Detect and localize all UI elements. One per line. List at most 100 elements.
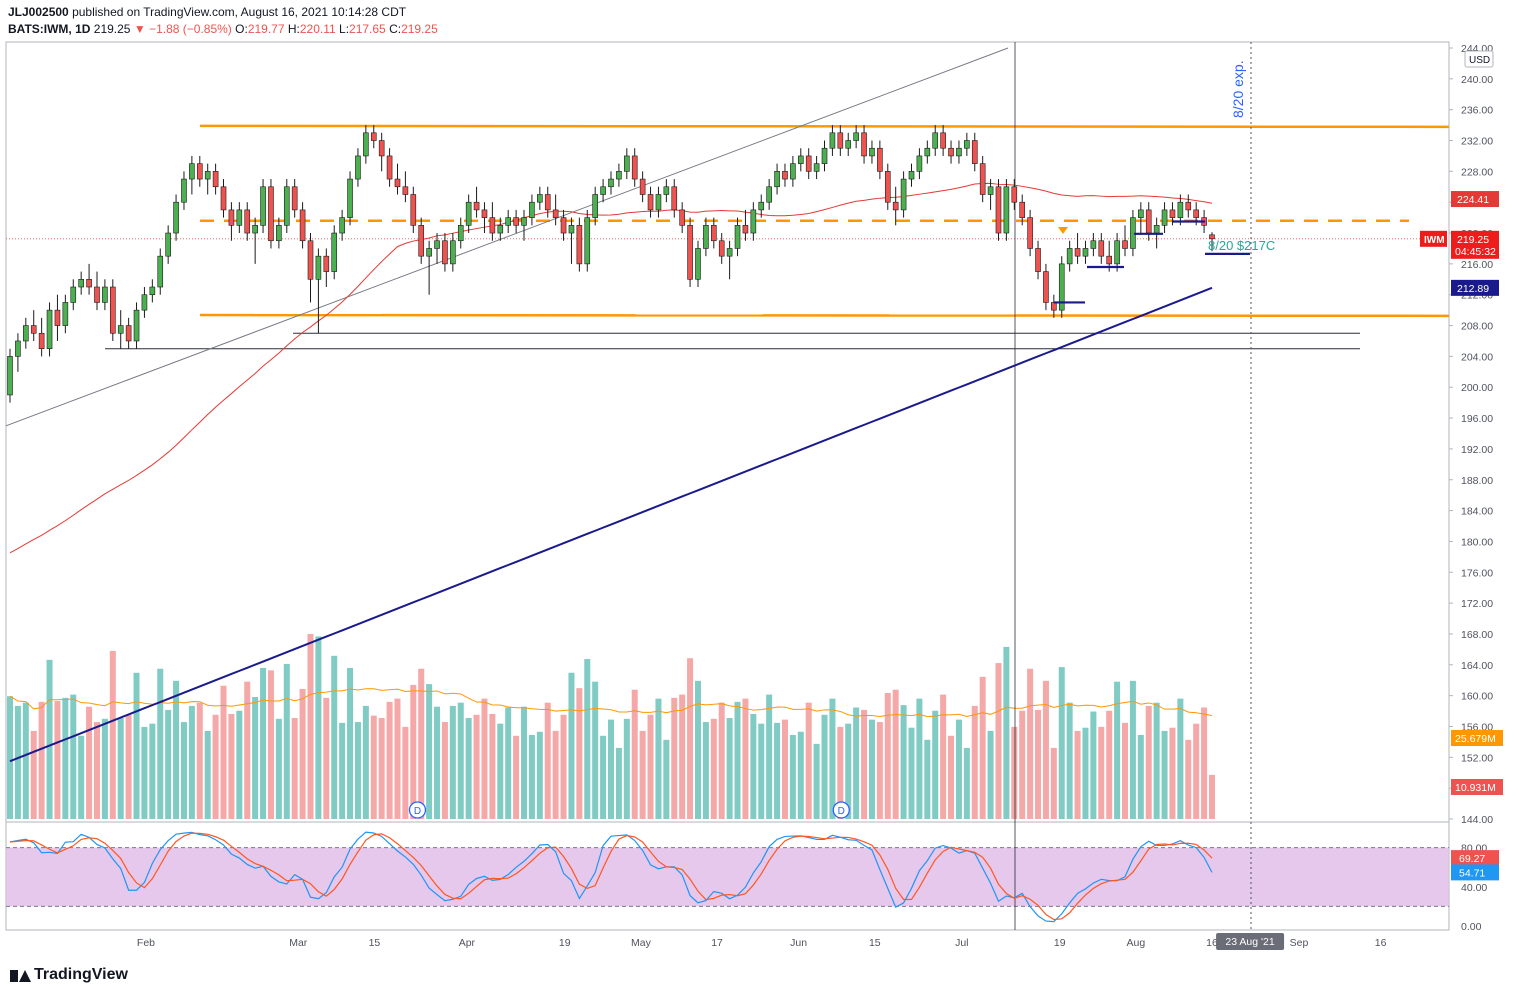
candle-body xyxy=(481,209,488,218)
candle-body xyxy=(576,225,583,265)
price-tick-label: 180.00 xyxy=(1461,536,1493,548)
volume-bar xyxy=(93,722,100,819)
candle-body xyxy=(1090,240,1097,249)
candle-body xyxy=(639,178,646,195)
volume-bar xyxy=(1042,680,1049,819)
candle-body xyxy=(54,309,61,326)
volume-bar xyxy=(560,714,567,819)
volume-bar xyxy=(109,650,116,819)
price-tick-label: 144.00 xyxy=(1461,814,1493,826)
volume-bar xyxy=(173,680,180,819)
volume-bar xyxy=(78,735,85,819)
volume-bar xyxy=(1153,702,1160,819)
volume-bar xyxy=(30,730,37,819)
candle-body xyxy=(624,155,630,172)
volume-bar xyxy=(971,705,978,819)
time-highlight-label: 23 Aug '21 xyxy=(1225,936,1274,948)
volume-bar xyxy=(1098,726,1105,819)
candle-body xyxy=(797,155,804,164)
candle-body xyxy=(671,186,678,211)
price-tick-label: 172.00 xyxy=(1461,598,1493,610)
volume-bar xyxy=(457,702,464,819)
candle-body xyxy=(102,286,108,303)
time-tick-label: Mar xyxy=(289,937,308,949)
candle-body xyxy=(821,147,828,164)
candle-body xyxy=(157,255,164,288)
volume-bar xyxy=(1003,646,1010,819)
candle-body xyxy=(552,209,559,218)
volume-bar xyxy=(38,701,45,819)
candle-body xyxy=(1043,271,1049,303)
volume-bar xyxy=(995,663,1002,819)
candle-body xyxy=(979,163,986,195)
volume-bar xyxy=(781,719,788,819)
volume-bar xyxy=(441,722,448,819)
volume-bar xyxy=(710,718,717,819)
volume-bar xyxy=(576,688,583,819)
candle-body xyxy=(782,171,788,180)
candle-body xyxy=(1098,240,1105,257)
volume-bar xyxy=(1050,747,1057,819)
volume-bar xyxy=(837,726,844,819)
volume-bar xyxy=(876,722,883,819)
volume-bar xyxy=(718,702,725,819)
volume-bar xyxy=(220,685,227,819)
volume-bar xyxy=(631,689,638,819)
volume-bar xyxy=(892,689,899,819)
candle-body xyxy=(1153,225,1160,234)
price-tick-label: 204.00 xyxy=(1461,351,1493,363)
symbol-tag xyxy=(1420,230,1447,247)
volume-bar xyxy=(1090,711,1097,819)
candle-body xyxy=(46,309,53,349)
candle-body xyxy=(663,186,670,195)
candle-body xyxy=(718,240,725,257)
volume-bar xyxy=(584,659,591,819)
volume-bar xyxy=(362,705,369,819)
candle-body xyxy=(956,147,962,157)
volume-bar xyxy=(165,709,172,819)
volume-bar xyxy=(339,722,346,819)
currency-box xyxy=(1464,50,1494,68)
volume-bar xyxy=(1066,702,1073,819)
price-tick-label: 196.00 xyxy=(1461,413,1493,425)
candle-body xyxy=(695,248,701,280)
volume-bar xyxy=(291,718,298,819)
volume-bar xyxy=(1082,727,1089,819)
candle-body xyxy=(805,155,812,172)
candle-body xyxy=(631,155,638,180)
volume-bar xyxy=(734,701,741,819)
volume-bar xyxy=(821,714,828,819)
volume-bar xyxy=(900,705,907,819)
publisher-name[interactable]: JLJ002500 xyxy=(8,5,69,19)
brand-text: TradingView xyxy=(34,966,128,983)
ohlc-line: BATS:IWM, 1D 219.25 ▼ −1.88 (−0.85%) O:2… xyxy=(8,22,438,36)
volume-bar xyxy=(679,694,686,819)
volume-bar xyxy=(347,667,354,819)
candle-body xyxy=(908,171,915,180)
candle-body xyxy=(410,194,417,226)
volume-bar xyxy=(742,698,749,819)
candle-body xyxy=(220,186,227,211)
volume-bar xyxy=(1058,667,1065,819)
candle-body xyxy=(774,171,780,188)
tradingview-logo[interactable]: TradingView xyxy=(10,966,128,984)
expiry-annotation: 8/20 exp. xyxy=(1230,60,1246,118)
volume-bar xyxy=(797,731,804,819)
candle-body xyxy=(378,140,385,157)
volume-bar xyxy=(62,697,69,819)
candle-body xyxy=(1003,186,1010,234)
time-tick-label: Jun xyxy=(790,937,807,949)
volume-bar xyxy=(133,672,140,819)
candle-body xyxy=(1169,209,1176,218)
volume-bar xyxy=(1027,668,1034,819)
candle-body xyxy=(647,194,654,211)
volume-bar xyxy=(402,726,409,819)
last-price: 219.25 xyxy=(93,22,131,36)
volume-bar xyxy=(963,747,970,819)
volume-bar xyxy=(987,730,994,819)
down-arrow-icon: ▼ xyxy=(133,22,146,36)
candle-body xyxy=(473,201,480,211)
candle-body xyxy=(853,132,859,141)
volume-bar xyxy=(354,722,361,819)
